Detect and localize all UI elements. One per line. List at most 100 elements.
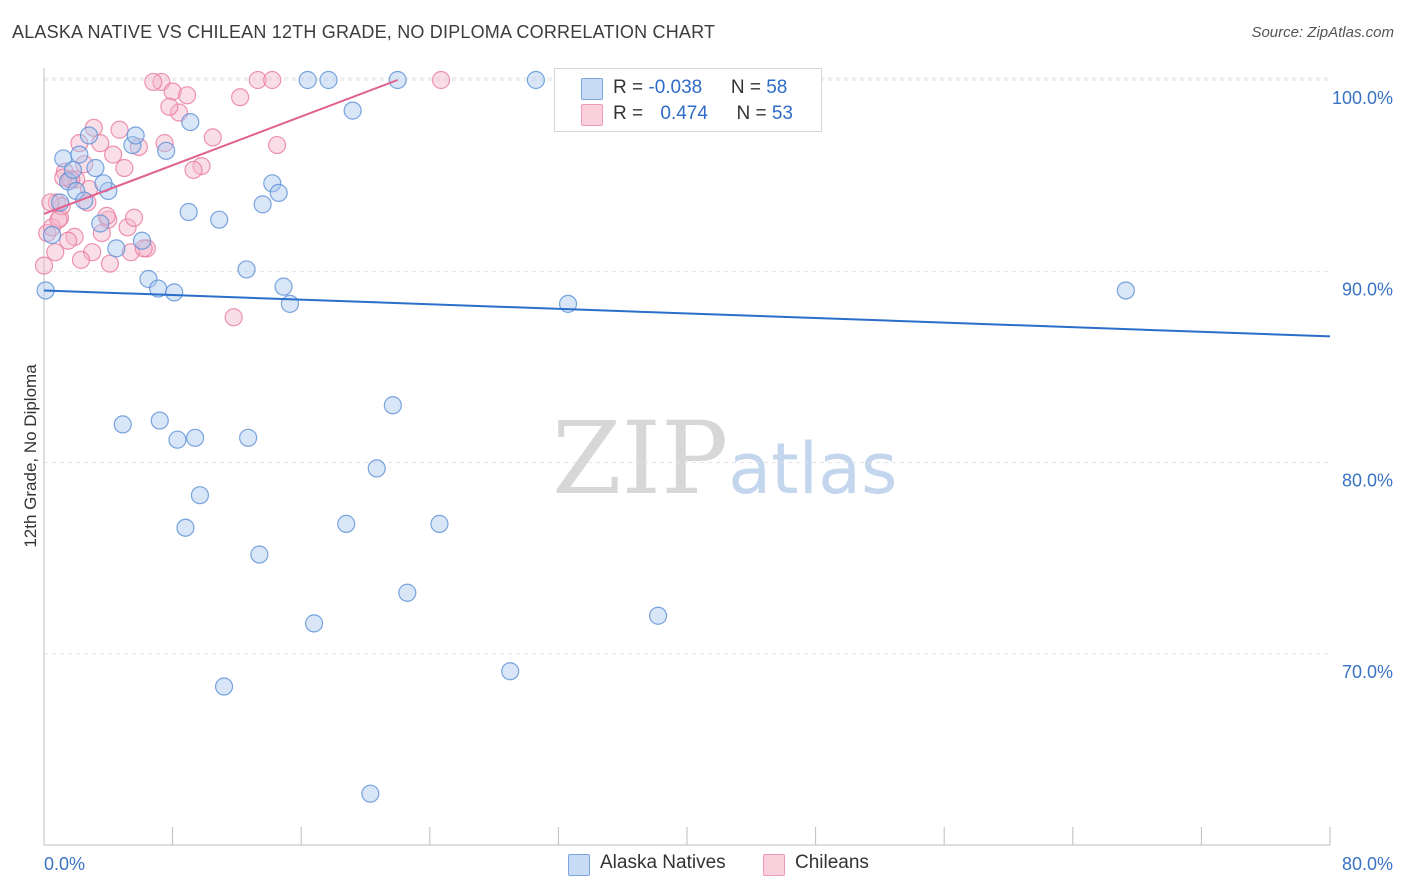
alaska-point — [239, 428, 258, 447]
alaska-point — [237, 260, 256, 279]
alaska-point — [304, 614, 324, 633]
legend-n-value-chileans: 53 — [771, 103, 793, 124]
alaska-point — [501, 662, 520, 681]
alaska-point — [361, 784, 380, 803]
alaska-point — [79, 126, 99, 145]
y-tick-label: 70.0% — [1342, 662, 1393, 682]
alaska-point — [398, 583, 417, 602]
chilean-point — [155, 134, 174, 153]
alaska-point — [70, 145, 89, 164]
chilean-point — [59, 231, 78, 250]
alaska-point — [337, 514, 356, 533]
alaska-point — [113, 415, 132, 434]
alaska-point — [250, 545, 269, 564]
alaska-point — [165, 283, 184, 302]
alaska-point — [430, 514, 449, 533]
alaska-point — [181, 112, 200, 132]
chilean-point — [144, 72, 163, 92]
chilean-point — [224, 308, 243, 327]
chilean-point — [203, 128, 222, 147]
chilean-point — [104, 145, 123, 164]
chilean-point — [267, 135, 287, 155]
bottom-legend-label-alaska: Alaska Natives — [600, 852, 726, 873]
chilean-point — [110, 120, 129, 139]
watermark-atlas: atlas — [728, 428, 898, 510]
bottom-legend-swatch-alaska — [568, 854, 590, 876]
source-label: Source: ZipAtlas.com — [1251, 24, 1394, 41]
alaska-point — [179, 202, 198, 222]
legend-n-value-alaska: 58 — [766, 77, 788, 98]
chilean-point — [177, 86, 197, 105]
legend-r-label: R = — [613, 103, 649, 124]
y-tick-label: 100.0% — [1332, 88, 1393, 108]
alaska-point — [63, 160, 83, 180]
chilean-point — [248, 70, 267, 90]
y-axis-title: 12th Grade, No Diploma — [21, 364, 40, 548]
alaska-point — [186, 428, 205, 447]
alaska-point — [280, 294, 300, 313]
alaska-point — [210, 210, 229, 229]
chilean-point — [115, 158, 134, 178]
alaska-point — [107, 239, 126, 258]
chilean-point — [163, 82, 182, 101]
bottom-legend-label-chileans: Chileans — [795, 852, 869, 873]
chilean-point — [49, 210, 68, 229]
chilean-trend-line — [43, 79, 399, 215]
legend-r-value-alaska: -0.038 — [648, 77, 703, 98]
chilean-point — [231, 88, 250, 107]
alaska-point — [367, 459, 386, 478]
alaska-point — [132, 231, 152, 250]
y-tick-label: 80.0% — [1342, 471, 1393, 491]
alaska-point — [343, 101, 362, 120]
correlation-legend: R = -0.038 N = 58 R = 0.474 N = 53 — [554, 68, 822, 132]
alaska-point — [526, 70, 545, 90]
legend-swatch-chileans — [581, 104, 603, 126]
y-tick-label: 90.0% — [1342, 279, 1393, 299]
alaska-point — [383, 396, 402, 415]
chilean-point — [71, 250, 91, 269]
chilean-point — [431, 70, 451, 90]
chilean-point — [46, 243, 65, 262]
chilean-point — [134, 239, 153, 258]
chilean-point — [263, 70, 282, 90]
alaska-point — [42, 225, 62, 245]
chart-title: ALASKA NATIVE VS CHILEAN 12TH GRADE, NO … — [12, 22, 716, 42]
legend-n-label: N = — [730, 77, 767, 98]
alaska-point — [298, 70, 317, 90]
alaska-point — [86, 158, 105, 178]
alaska-point — [126, 126, 145, 145]
alaska-point — [139, 269, 158, 289]
alaska-point — [214, 677, 234, 696]
x-tick-label: 80.0% — [1342, 854, 1393, 874]
chilean-point — [160, 97, 179, 116]
alaska-point — [157, 141, 176, 160]
watermark: ZIPatlas — [552, 400, 897, 517]
legend-r-label: R = — [613, 77, 649, 98]
chilean-point — [124, 208, 144, 227]
chilean-point — [34, 256, 54, 275]
alaska-point — [319, 70, 338, 90]
alaska-point — [253, 195, 272, 214]
alaska-point — [91, 214, 110, 233]
legend-swatch-alaska — [581, 78, 603, 100]
legend-n-label: N = — [736, 103, 772, 124]
alaska-point — [190, 486, 210, 505]
alaska-point — [168, 430, 187, 449]
chilean-point — [184, 160, 203, 180]
alaska-point — [150, 411, 169, 430]
alaska-point — [263, 174, 282, 193]
alaska-point — [648, 606, 668, 625]
legend-r-value-chileans: 0.474 — [660, 103, 708, 124]
chilean-point — [118, 218, 137, 237]
alaska-point — [1116, 281, 1135, 300]
alaska-point — [176, 518, 195, 537]
bottom-legend-swatch-chileans — [763, 854, 785, 876]
chilean-point — [100, 254, 120, 273]
chilean-point — [129, 137, 148, 157]
alaska-trend-line — [43, 289, 1331, 338]
chilean-point — [75, 155, 94, 174]
alaska-point — [274, 277, 293, 296]
alaska-point — [123, 135, 142, 155]
watermark-zip: ZIP — [552, 400, 729, 517]
